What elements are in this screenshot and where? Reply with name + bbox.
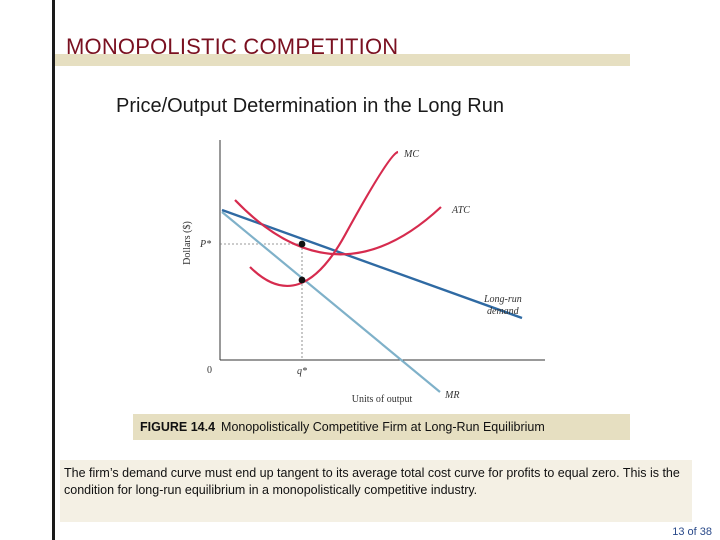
atc-label: ATC xyxy=(451,205,470,216)
mr-label: MR xyxy=(444,390,459,401)
x-axis-label: Units of output xyxy=(352,394,413,405)
mr-mc-intersection-point xyxy=(298,276,306,284)
page-number: 13 of 38 xyxy=(672,526,712,538)
slide-subtitle: Price/Output Determination in the Long R… xyxy=(116,95,504,117)
mc-label: MC xyxy=(403,149,419,160)
demand-label-line2: demand xyxy=(487,306,520,317)
atc-curve xyxy=(234,199,442,256)
price-label: P* xyxy=(199,239,211,250)
figure-caption: FIGURE 14.4 Monopolistically Competitive… xyxy=(133,414,630,440)
demand-label-line1: Long-run xyxy=(483,294,522,305)
origin-label: 0 xyxy=(207,365,212,376)
y-axis-label: Dollars ($) xyxy=(182,221,193,265)
figure-title: Monopolistically Competitive Firm at Lon… xyxy=(221,420,545,434)
tangency-point xyxy=(298,240,306,248)
left-border-rule xyxy=(52,0,55,540)
explanation-text: The firm’s demand curve must end up tang… xyxy=(60,460,692,522)
slide-title: MONOPOLISTIC COMPETITION xyxy=(66,34,399,59)
demand-curve xyxy=(221,208,523,320)
title-underline-band xyxy=(55,54,630,66)
quantity-label: q* xyxy=(297,366,307,377)
mc-curve xyxy=(249,150,399,287)
mr-curve xyxy=(221,211,441,393)
figure-number: FIGURE 14.4 xyxy=(140,420,216,434)
